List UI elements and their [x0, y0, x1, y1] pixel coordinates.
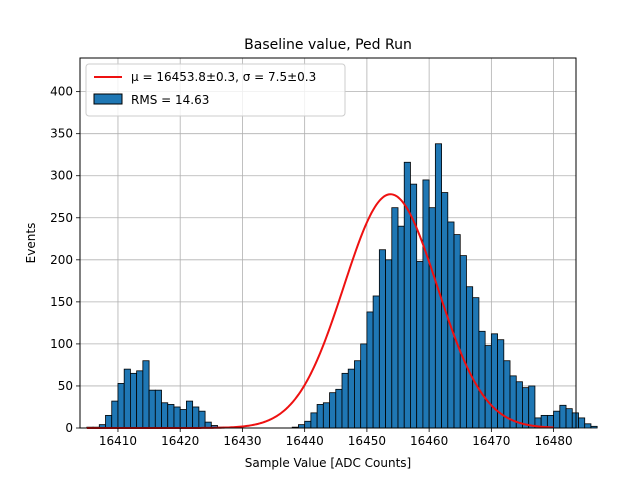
x-tick-label: 16440 — [286, 434, 324, 448]
x-tick-label: 16460 — [410, 434, 448, 448]
histogram-bar — [316, 404, 324, 429]
legend: μ = 16453.8±0.3, σ = 7.5±0.3 RMS = 14.63 — [85, 63, 346, 117]
legend-rms-label: RMS = 14.63 — [131, 93, 209, 107]
y-tick-label: 50 — [58, 379, 73, 393]
histogram-bar — [298, 424, 306, 429]
y-tick-label: 350 — [50, 127, 73, 141]
histogram-bar — [590, 425, 598, 429]
histogram-bar — [310, 412, 318, 429]
histogram-bar — [385, 259, 393, 429]
histogram-bar — [578, 417, 586, 429]
y-axis-ticks: 0 50 100 150 200 250 300 350 400 — [50, 85, 80, 435]
histogram-bar — [105, 414, 113, 429]
histogram-bar — [372, 295, 380, 429]
x-axis-label: Sample Value [ADC Counts] — [245, 456, 411, 470]
histogram-bar — [117, 383, 125, 429]
histogram-bar — [111, 400, 119, 429]
x-tick-label: 16450 — [348, 434, 386, 448]
histogram-bar — [142, 360, 150, 429]
histogram-bar — [459, 255, 467, 429]
histogram-bar — [428, 207, 436, 429]
histogram-bar — [347, 368, 355, 429]
histogram-bar — [522, 387, 530, 429]
histogram-bar — [559, 404, 567, 429]
histogram-bar — [571, 412, 579, 429]
legend-box — [85, 63, 346, 117]
histogram-bar — [565, 408, 573, 429]
histogram-bar — [186, 400, 194, 429]
legend-rms-swatch — [93, 93, 123, 105]
x-tick-label: 16420 — [161, 434, 199, 448]
y-tick-label: 0 — [65, 421, 73, 435]
x-tick-label: 16480 — [535, 434, 573, 448]
histogram-bar — [490, 333, 498, 429]
histogram-bar — [167, 404, 175, 429]
y-tick-label: 150 — [50, 295, 73, 309]
histogram-bar — [123, 368, 131, 429]
histogram-bar — [154, 389, 162, 429]
histogram-bar — [335, 388, 343, 429]
legend-fit-label: μ = 16453.8±0.3, σ = 7.5±0.3 — [131, 70, 316, 84]
histogram-bar — [478, 330, 486, 429]
histogram-bar — [173, 406, 181, 429]
y-tick-label: 400 — [50, 85, 73, 99]
histogram-bar — [360, 343, 368, 429]
y-axis-label: Events — [24, 223, 38, 264]
histogram-bar — [136, 370, 144, 429]
histogram-bar — [148, 389, 156, 429]
histogram-bar — [422, 179, 430, 429]
histogram-bar — [192, 406, 200, 429]
histogram-bar — [466, 286, 474, 429]
histogram-bar — [403, 161, 411, 429]
histogram-bar — [472, 297, 480, 429]
histogram-bar — [484, 345, 492, 429]
histogram-bar — [528, 385, 536, 429]
y-tick-label: 250 — [50, 211, 73, 225]
histogram-bar — [354, 360, 362, 429]
histogram-bar — [378, 249, 386, 429]
histogram-bar — [584, 423, 592, 429]
x-tick-label: 16470 — [472, 434, 510, 448]
histogram-bar — [130, 372, 138, 429]
histogram-bar — [391, 207, 399, 429]
histogram-bar — [546, 414, 554, 429]
x-axis-ticks: 16410 16420 16430 16440 16450 16460 16470 16480 — [99, 428, 573, 448]
x-tick-label: 16430 — [223, 434, 261, 448]
x-tick-label: 16410 — [99, 434, 137, 448]
histogram-bar — [553, 410, 561, 429]
histogram-bar — [179, 409, 187, 429]
histogram-bar — [453, 234, 461, 429]
axes-frame — [79, 57, 577, 429]
histogram-bar — [161, 402, 169, 429]
histogram-bar — [198, 410, 206, 429]
histogram-bar — [397, 225, 405, 429]
histogram-bar — [329, 392, 337, 429]
y-tick-label: 300 — [50, 169, 73, 183]
histogram-bar — [341, 372, 349, 429]
chart-title: Baseline value, Ped Run — [244, 37, 412, 53]
histogram-bar — [416, 261, 424, 429]
histogram-bar — [304, 420, 312, 429]
y-tick-label: 100 — [50, 337, 73, 351]
histogram-bar — [366, 311, 374, 429]
histogram-bar — [322, 402, 330, 429]
y-tick-label: 200 — [50, 253, 73, 267]
histogram-bars — [86, 143, 598, 429]
